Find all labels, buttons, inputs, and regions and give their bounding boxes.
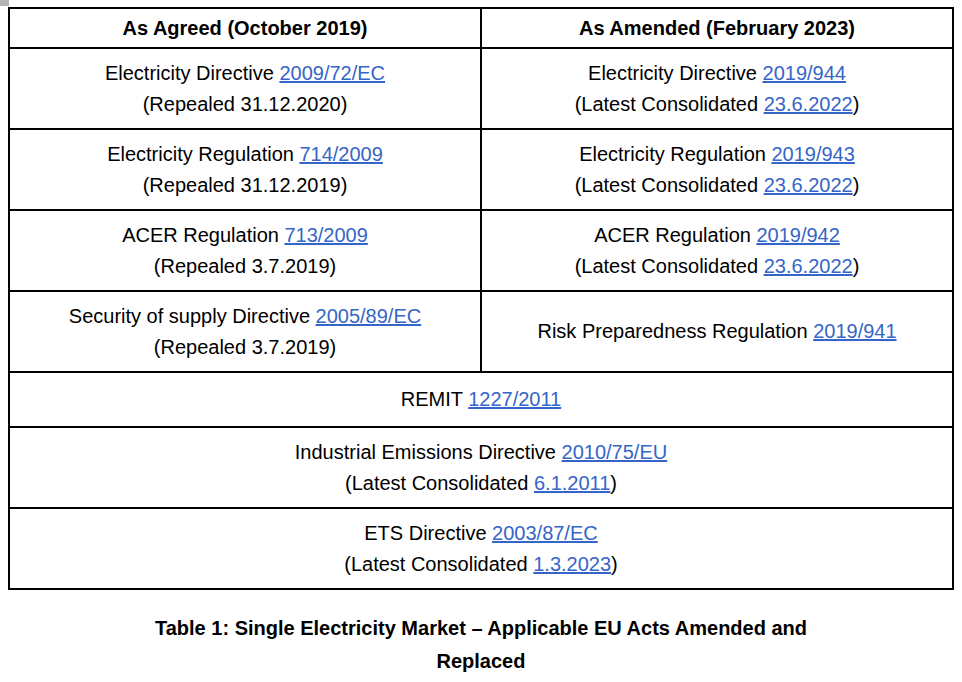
cell-text: REMIT (401, 388, 468, 410)
cell-text: Electricity Directive (588, 62, 762, 84)
act-link[interactable]: 2019/942 (756, 224, 839, 246)
table-row: REMIT 1227/2011 (9, 372, 953, 427)
header-as-agreed: As Agreed (October 2019) (9, 8, 481, 48)
act-link[interactable]: 2009/72/EC (279, 62, 385, 84)
cell-text: ETS Directive (364, 522, 492, 544)
table-body: Electricity Directive 2009/72/EC (Repeale… (9, 48, 953, 589)
cell-line: REMIT 1227/2011 (14, 384, 948, 415)
cell-text: ) (610, 472, 617, 494)
cell-line: (Latest Consolidated 1.3.2023) (14, 549, 948, 580)
cell-line: Security of supply Directive 2005/89/EC (14, 301, 476, 332)
cell-line: (Latest Consolidated 6.1.2011) (14, 468, 948, 499)
table-row: ACER Regulation 713/2009 (Repealed 3.7.20… (9, 210, 953, 291)
table-row: Electricity Directive 2009/72/EC (Repeale… (9, 48, 953, 129)
act-link[interactable]: 714/2009 (299, 143, 382, 165)
cell-text: (Latest Consolidated (344, 553, 533, 575)
table-cell: ACER Regulation 713/2009 (Repealed 3.7.20… (9, 210, 481, 291)
cell-line: (Latest Consolidated 23.6.2022) (486, 170, 948, 201)
caption-line-2: Replaced (0, 645, 962, 678)
cell-line: ETS Directive 2003/87/EC (14, 518, 948, 549)
cell-line: Risk Preparedness Regulation 2019/941 (486, 316, 948, 347)
act-link[interactable]: 2019/943 (771, 143, 854, 165)
act-link[interactable]: 2019/944 (763, 62, 846, 84)
table-cell: ACER Regulation 2019/942(Latest Consolid… (481, 210, 953, 291)
cell-line: (Latest Consolidated 23.6.2022) (486, 251, 948, 282)
cell-text: Electricity Regulation (107, 143, 299, 165)
table-caption: Table 1: Single Electricity Market – App… (0, 612, 962, 678)
cell-line: (Repealed 3.7.2019) (14, 332, 476, 363)
cell-text: ACER Regulation (122, 224, 284, 246)
cell-text: Industrial Emissions Directive (295, 441, 562, 463)
act-link[interactable]: 1227/2011 (468, 388, 561, 410)
cell-text: (Repealed 3.7.2019) (154, 336, 336, 358)
act-link[interactable]: 2019/941 (813, 320, 896, 342)
cell-text: Electricity Regulation (579, 143, 771, 165)
cell-text: Security of supply Directive (69, 305, 316, 327)
act-link[interactable]: 2010/75/EU (562, 441, 668, 463)
table-row: Electricity Regulation 714/2009 (Repealed… (9, 129, 953, 210)
cell-line: Electricity Directive 2019/944 (486, 58, 948, 89)
cell-text: Electricity Directive (105, 62, 279, 84)
cell-line: ACER Regulation 713/2009 (14, 220, 476, 251)
act-link[interactable]: 23.6.2022 (764, 255, 853, 277)
act-link[interactable]: 23.6.2022 (764, 174, 853, 196)
cell-text: ) (853, 174, 860, 196)
table-cell: Electricity Directive 2019/944(Latest Co… (481, 48, 953, 129)
cell-text: Risk Preparedness Regulation (537, 320, 813, 342)
table-row: Security of supply Directive 2005/89/EC (… (9, 291, 953, 372)
act-link[interactable]: 713/2009 (284, 224, 367, 246)
cell-text: (Latest Consolidated (575, 255, 764, 277)
selection-handle-artifact (0, 0, 9, 6)
cell-text: (Repealed 31.12.2020) (143, 93, 348, 115)
eu-acts-table: As Agreed (October 2019) As Amended (Feb… (8, 7, 954, 590)
cell-text: (Latest Consolidated (345, 472, 534, 494)
act-link[interactable]: 2003/87/EC (492, 522, 598, 544)
cell-text: ) (853, 93, 860, 115)
header-as-amended: As Amended (February 2023) (481, 8, 953, 48)
cell-line: (Repealed 31.12.2020) (14, 89, 476, 120)
table-cell: Electricity Regulation 2019/943(Latest C… (481, 129, 953, 210)
table-cell: Industrial Emissions Directive 2010/75/E… (9, 427, 953, 508)
cell-line: (Latest Consolidated 23.6.2022) (486, 89, 948, 120)
cell-line: Electricity Directive 2009/72/EC (14, 58, 476, 89)
table-header: As Agreed (October 2019) As Amended (Feb… (9, 8, 953, 48)
cell-text: ) (611, 553, 618, 575)
caption-line-1: Table 1: Single Electricity Market – App… (0, 612, 962, 645)
cell-line: Electricity Regulation 714/2009 (14, 139, 476, 170)
cell-text: (Latest Consolidated (575, 93, 764, 115)
act-link[interactable]: 2005/89/EC (316, 305, 422, 327)
table-cell: REMIT 1227/2011 (9, 372, 953, 427)
cell-line: ACER Regulation 2019/942 (486, 220, 948, 251)
act-link[interactable]: 1.3.2023 (533, 553, 611, 575)
table-cell: Electricity Regulation 714/2009 (Repealed… (9, 129, 481, 210)
table-cell: ETS Directive 2003/87/EC(Latest Consolid… (9, 508, 953, 589)
cell-line: Industrial Emissions Directive 2010/75/E… (14, 437, 948, 468)
cell-text: (Repealed 3.7.2019) (154, 255, 336, 277)
cell-text: (Latest Consolidated (575, 174, 764, 196)
cell-line: (Repealed 31.12.2019) (14, 170, 476, 201)
cell-text: (Repealed 31.12.2019) (143, 174, 348, 196)
cell-line: Electricity Regulation 2019/943 (486, 139, 948, 170)
table-cell: Security of supply Directive 2005/89/EC (… (9, 291, 481, 372)
table-cell: Risk Preparedness Regulation 2019/941 (481, 291, 953, 372)
act-link[interactable]: 23.6.2022 (764, 93, 853, 115)
cell-text: ) (853, 255, 860, 277)
table-row: ETS Directive 2003/87/EC(Latest Consolid… (9, 508, 953, 589)
cell-line: (Repealed 3.7.2019) (14, 251, 476, 282)
table-cell: Electricity Directive 2009/72/EC (Repeale… (9, 48, 481, 129)
header-row: As Agreed (October 2019) As Amended (Feb… (9, 8, 953, 48)
table-row: Industrial Emissions Directive 2010/75/E… (9, 427, 953, 508)
act-link[interactable]: 6.1.2011 (534, 472, 610, 494)
cell-text: ACER Regulation (594, 224, 756, 246)
